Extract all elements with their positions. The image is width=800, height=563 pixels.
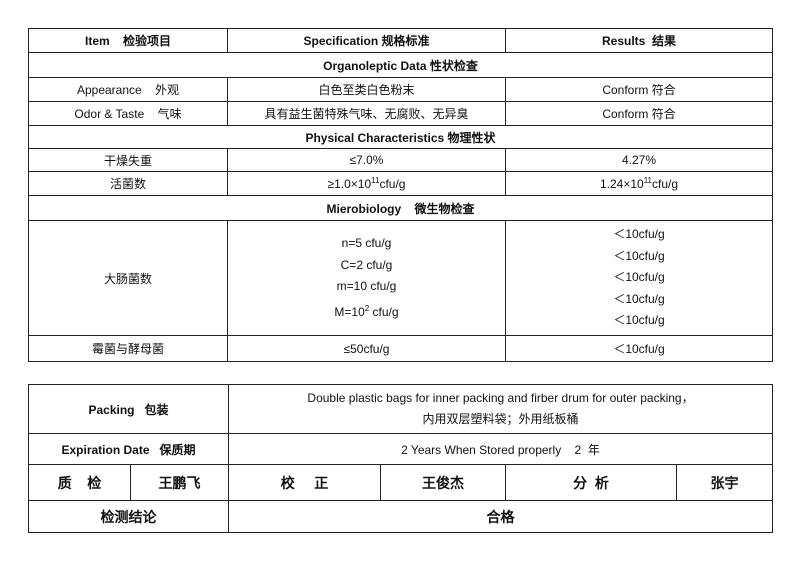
result-line: ＜10cfu/g bbox=[613, 227, 665, 242]
packing-label: Packing 包装 bbox=[28, 384, 229, 434]
analysis-label: 分 析 bbox=[505, 464, 677, 501]
header-specification: Specification 规格标准 bbox=[227, 28, 506, 53]
item-coliform: 大肠菌数 bbox=[28, 220, 228, 336]
result-line: ＜10cfu/g bbox=[613, 313, 665, 328]
section-physical: Physical Characteristics 物理性状 bbox=[28, 125, 773, 149]
section-microbiology: Mierobiology 微生物检查 bbox=[28, 195, 773, 221]
result-mold-yeast: ＜10cfu/g bbox=[505, 335, 773, 362]
item-odor: Odor & Taste 气味 bbox=[28, 101, 228, 126]
result-appearance: Conform 符合 bbox=[505, 77, 773, 102]
table-row: Appearance 外观 白色至类白色粉末 Conform 符合 bbox=[28, 77, 773, 102]
spec-odor: 具有益生菌特殊气味、无腐败、无异臭 bbox=[227, 101, 506, 126]
result-exponent: 11 bbox=[643, 176, 652, 185]
table-row: 干燥失重 ≤7.0% 4.27% bbox=[28, 148, 773, 172]
item-mold-yeast: 霉菌与酵母菌 bbox=[28, 335, 228, 362]
expiration-label: Expiration Date 保质期 bbox=[28, 433, 229, 465]
table-row: 大肠菌数 n=5 cfu/g C=2 cfu/g m=10 cfu/g M=10… bbox=[28, 220, 773, 336]
spec-text: M=10 bbox=[334, 304, 365, 319]
conclusion-value: 合格 bbox=[227, 500, 774, 533]
spec-text: ≥1.0×10 bbox=[327, 177, 372, 191]
table-row: 霉菌与酵母菌 ≤50cfu/g ＜10cfu/g bbox=[28, 335, 773, 362]
spec-line: n=5 cfu/g bbox=[341, 236, 392, 250]
qc-name: 王鹏飞 bbox=[130, 464, 229, 501]
result-unit: cfu/g bbox=[652, 177, 679, 191]
result-line: ＜10cfu/g bbox=[613, 270, 665, 285]
analysis-name: 张宇 bbox=[675, 464, 774, 501]
signoff-row: 质 检 王鹏飞 校 正 王俊杰 分 析 张宇 bbox=[28, 464, 774, 501]
spec-appearance: 白色至类白色粉末 bbox=[227, 77, 506, 102]
result-viable-count: 1.24×1011cfu/g bbox=[505, 171, 773, 196]
table-row: Odor & Taste 气味 具有益生菌特殊气味、无腐败、无异臭 Confor… bbox=[28, 101, 773, 126]
proof-label: 校 正 bbox=[228, 464, 381, 501]
packing-signoff-table: Packing 包装 Double plastic bags for inner… bbox=[28, 384, 774, 533]
qc-label: 质 检 bbox=[28, 464, 131, 501]
spec-line: C=2 cfu/g bbox=[340, 257, 393, 272]
spec-line: M=102 cfu/g bbox=[228, 298, 505, 324]
result-line: ＜10cfu/g bbox=[613, 248, 665, 263]
expiration-value: 2 Years When Stored properly 2 年 bbox=[227, 433, 774, 465]
table-row: 活菌数 ≥1.0×1011cfu/g 1.24×1011cfu/g bbox=[28, 171, 773, 196]
spec-mold-yeast: ≤50cfu/g bbox=[227, 335, 506, 362]
spec-exponent: 11 bbox=[371, 176, 380, 185]
conclusion-label: 检测结论 bbox=[28, 500, 229, 533]
header-results: Results 结果 bbox=[505, 28, 773, 53]
header-row: Item 检验项目 Specification 规格标准 Results 结果 bbox=[28, 28, 773, 53]
packing-value: Double plastic bags for inner packing an… bbox=[227, 384, 774, 434]
result-text: 1.24×10 bbox=[599, 177, 644, 191]
spec-viable-count: ≥1.0×1011cfu/g bbox=[227, 171, 506, 196]
section-organoleptic: Organoleptic Data 性状检查 bbox=[28, 52, 773, 78]
item-viable-count: 活菌数 bbox=[28, 171, 228, 196]
spec-unit: cfu/g bbox=[369, 304, 399, 319]
result-odor: Conform 符合 bbox=[505, 101, 773, 126]
packing-english: Double plastic bags for inner packing an… bbox=[307, 391, 694, 405]
spec-line: m=10 cfu/g bbox=[336, 279, 397, 293]
test-results-table: Item 检验项目 Specification 规格标准 Results 结果 … bbox=[28, 28, 773, 362]
result-line: ＜10cfu/g bbox=[613, 291, 665, 306]
spec-coliform: n=5 cfu/g C=2 cfu/g m=10 cfu/g M=102 cfu… bbox=[227, 220, 506, 336]
spec-exponent: 2 bbox=[364, 303, 370, 313]
result-coliform: ＜10cfu/g ＜10cfu/g ＜10cfu/g ＜10cfu/g ＜10c… bbox=[505, 220, 773, 336]
packing-chinese: 内用双层塑料袋；外用纸板桶 bbox=[422, 412, 579, 426]
header-item: Item 检验项目 bbox=[28, 28, 228, 53]
spec-loss-on-drying: ≤7.0% bbox=[227, 148, 506, 172]
spec-unit: cfu/g bbox=[379, 177, 406, 191]
proof-name: 王俊杰 bbox=[380, 464, 506, 501]
item-loss-on-drying: 干燥失重 bbox=[28, 148, 228, 172]
item-appearance: Appearance 外观 bbox=[28, 77, 228, 102]
result-loss-on-drying: 4.27% bbox=[505, 148, 773, 172]
